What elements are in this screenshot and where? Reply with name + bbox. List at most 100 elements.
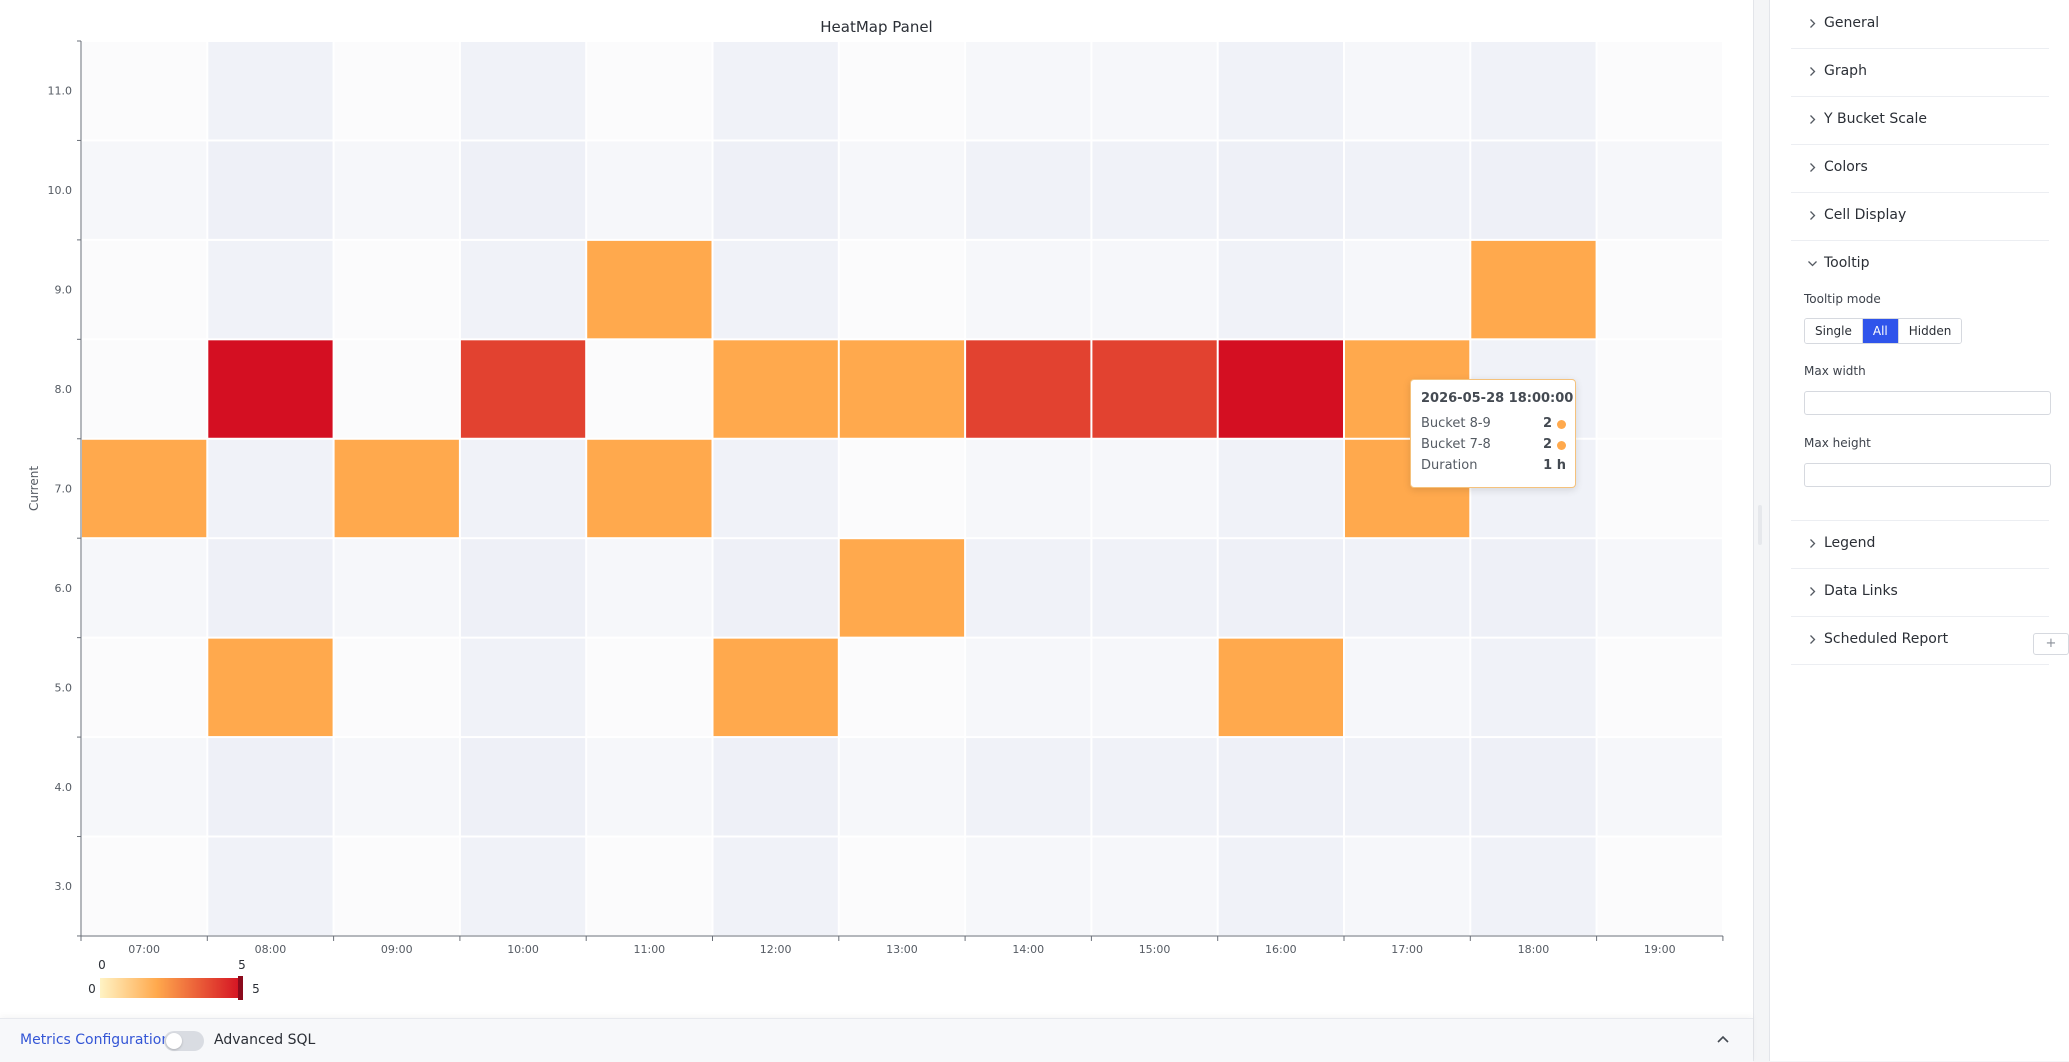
heatmap-cell[interactable] [1218,42,1343,140]
heatmap-cell[interactable] [460,42,586,140]
heatmap-cell[interactable] [713,837,838,935]
heatmap-cell[interactable] [587,638,712,737]
heatmap-cell[interactable] [1345,240,1470,339]
heatmap-cell[interactable] [1218,340,1343,438]
heatmap-cell[interactable] [713,141,838,239]
heatmap-cell[interactable] [334,240,459,339]
heatmap-cell[interactable] [1597,42,1722,140]
heatmap-cell[interactable] [334,141,459,239]
heatmap-cell[interactable] [1345,141,1470,239]
heatmap-cell[interactable] [1597,439,1722,538]
heatmap-cell[interactable] [839,638,965,737]
heatmap-cell[interactable] [82,340,207,438]
heatmap-cell[interactable] [1345,539,1470,637]
heatmap-cell[interactable] [1218,837,1343,935]
heatmap-cell[interactable] [1597,738,1722,836]
heatmap-cell[interactable] [208,240,333,339]
heatmap-cell[interactable] [966,340,1091,438]
heatmap-cell[interactable] [839,141,965,239]
heatmap-cell[interactable] [208,141,333,239]
tooltip-mode-single[interactable]: Single [1805,319,1863,343]
heatmap-cell[interactable] [839,340,965,438]
heatmap-cell[interactable] [1471,240,1596,339]
heatmap-cell[interactable] [1471,141,1596,239]
heatmap-cell[interactable] [839,539,965,637]
heatmap-cell[interactable] [334,340,459,438]
heatmap-cell[interactable] [334,439,459,538]
heatmap-cell[interactable] [587,42,712,140]
heatmap-cell[interactable] [208,42,333,140]
heatmap-cell[interactable] [713,340,838,438]
heatmap-cell[interactable] [460,240,586,339]
heatmap-cell[interactable] [460,141,586,239]
section-y-bucket-scale-header[interactable]: Y Bucket Scale [1791,110,2049,130]
heatmap-cell[interactable] [587,141,712,239]
heatmap-cell[interactable] [1218,141,1343,239]
heatmap-cell[interactable] [82,240,207,339]
section-cell-display-header[interactable]: Cell Display [1791,206,2049,226]
section-colors-header[interactable]: Colors [1791,158,2049,178]
heatmap-cell[interactable] [460,638,586,737]
heatmap-cell[interactable] [82,837,207,935]
heatmap-cell[interactable] [587,539,712,637]
section-general-header[interactable]: General [1791,14,2049,34]
heatmap-cell[interactable] [1597,638,1722,737]
heatmap-cell[interactable] [334,539,459,637]
chevron-up-icon[interactable] [1713,1029,1733,1049]
heatmap-cell[interactable] [1092,240,1217,339]
heatmap-cell[interactable] [1092,837,1217,935]
tooltip-mode-hidden[interactable]: Hidden [1898,319,1962,343]
color-scale-handle[interactable] [238,976,243,1000]
heatmap-cell[interactable] [208,439,333,538]
add-report-button[interactable]: + [2033,633,2069,655]
heatmap-cell[interactable] [1597,837,1722,935]
heatmap-cell[interactable] [713,738,838,836]
heatmap-cell[interactable] [839,42,965,140]
heatmap-cell[interactable] [1597,141,1722,239]
heatmap-cell[interactable] [1345,638,1470,737]
heatmap-cell[interactable] [1471,837,1596,935]
heatmap-cell[interactable] [713,439,838,538]
heatmap-cell[interactable] [460,439,586,538]
heatmap-cell[interactable] [1597,539,1722,637]
heatmap-cell[interactable] [839,240,965,339]
heatmap-cell[interactable] [334,42,459,140]
heatmap-cell[interactable] [1345,42,1470,140]
metrics-configuration-link[interactable]: Metrics Configuration [20,1032,171,1048]
heatmap-cell[interactable] [587,340,712,438]
heatmap-cell[interactable] [1218,638,1343,737]
heatmap-cell[interactable] [460,738,586,836]
heatmap-cell[interactable] [1471,539,1596,637]
heatmap-cell[interactable] [1092,439,1217,538]
heatmap-cell[interactable] [587,738,712,836]
heatmap-cell[interactable] [587,837,712,935]
heatmap-cell[interactable] [1092,42,1217,140]
heatmap-cell[interactable] [1218,738,1343,836]
heatmap-cell[interactable] [1471,738,1596,836]
max-width-input[interactable] [1804,391,2051,415]
heatmap-cell[interactable] [587,240,712,339]
heatmap-cell[interactable] [1471,42,1596,140]
heatmap-cell[interactable] [1218,240,1343,339]
section-scheduled-report-header[interactable]: Scheduled Report + [1791,630,2069,655]
heatmap-cell[interactable] [1092,638,1217,737]
panel-resize-handle[interactable] [1758,505,1762,545]
heatmap-cell[interactable] [587,439,712,538]
heatmap-cell[interactable] [82,539,207,637]
heatmap-cell[interactable] [1471,638,1596,737]
heatmap-cell[interactable] [208,738,333,836]
heatmap-cell[interactable] [334,638,459,737]
heatmap-cell[interactable] [713,638,838,737]
heatmap-cell[interactable] [82,738,207,836]
section-legend-header[interactable]: Legend [1791,534,2049,554]
heatmap-cell[interactable] [1218,539,1343,637]
heatmap-cell[interactable] [839,837,965,935]
heatmap-cell[interactable] [334,837,459,935]
heatmap-cell[interactable] [1092,141,1217,239]
heatmap-cell[interactable] [966,240,1091,339]
heatmap-cell[interactable] [966,638,1091,737]
heatmap-cell[interactable] [460,340,586,438]
heatmap-cell[interactable] [713,240,838,339]
heatmap-cell[interactable] [1218,439,1343,538]
section-tooltip-header[interactable]: Tooltip [1791,254,2049,274]
